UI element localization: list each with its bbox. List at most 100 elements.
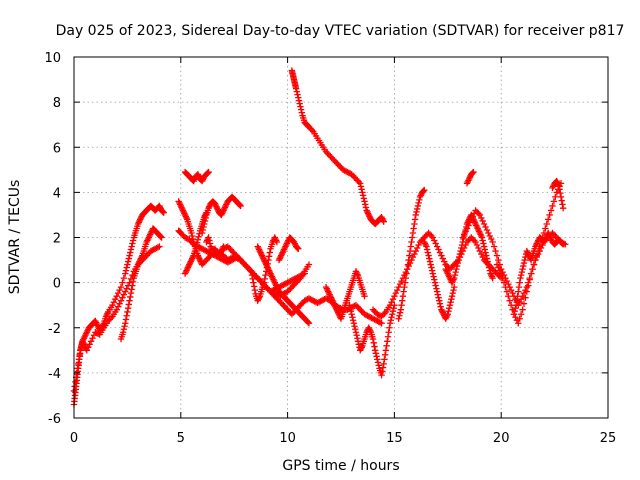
series-s24 [510,229,567,318]
data-point [479,237,486,244]
data-point [519,265,526,273]
data-point [485,229,492,237]
data-point [193,239,201,246]
plot-marks [70,67,569,408]
data-point [359,189,366,196]
data-point [552,193,559,201]
data-point [250,279,257,286]
data-point [124,258,132,265]
data-point [262,271,269,279]
data-point [401,279,409,286]
data-point [89,335,96,342]
data-point [478,250,485,258]
series-s19 [421,238,458,322]
data-point [389,308,397,315]
data-point [388,314,395,321]
data-point [514,292,521,300]
data-point [116,300,123,307]
data-point [421,186,428,194]
data-point [478,214,485,222]
data-point [453,262,461,270]
data-point [451,283,458,291]
data-point [109,301,116,309]
data-point [251,286,259,294]
data-point [122,267,130,274]
data-point [432,282,439,289]
data-point [556,186,563,193]
data-point [124,261,131,268]
data-point [352,329,360,336]
data-point [237,202,244,210]
data-point [446,301,454,309]
data-point [447,298,454,306]
data-point [388,298,395,306]
data-point [544,216,552,223]
data-point [537,244,545,252]
data-point [438,252,445,259]
data-point [83,347,91,354]
data-point [493,261,501,268]
data-point [402,274,409,282]
data-point [521,256,528,264]
data-point [425,252,432,259]
data-point [127,289,135,297]
data-point [502,283,509,291]
data-point [349,317,357,324]
data-point [517,311,525,318]
data-point [484,258,491,265]
series-s9 [203,234,227,259]
data-point [546,211,553,219]
data-point [385,329,392,336]
data-point [129,237,137,244]
data-point [547,207,555,214]
data-point [400,288,407,295]
data-point [481,246,489,253]
data-point [515,320,522,327]
data-point [273,238,281,246]
data-point [451,274,458,282]
data-point [466,219,474,226]
data-point [404,261,412,268]
data-point [431,237,438,244]
data-point [469,169,476,177]
data-point [446,304,453,312]
data-point [362,201,369,208]
data-point [455,253,463,261]
data-point [156,243,163,250]
series-s16 [346,301,398,379]
grid [74,57,608,418]
data-point [413,208,420,216]
data-point [441,258,448,265]
data-point [125,255,133,262]
data-point [505,292,512,300]
data-point [476,247,484,255]
data-point [204,169,212,177]
data-point [434,291,442,298]
data-point [490,243,498,250]
data-point [362,204,370,211]
data-point [126,297,133,304]
data-point [158,234,165,241]
data-point [300,271,307,278]
data-point [436,300,444,307]
data-point [357,183,365,190]
data-point [294,244,301,252]
data-point [383,342,390,349]
data-point [75,356,83,363]
data-point [305,320,313,327]
data-point [119,329,127,336]
data-point [518,268,526,276]
data-point [120,326,128,333]
data-point [72,378,79,386]
data-point [157,233,165,240]
data-point [526,276,533,283]
data-point [357,180,364,187]
series-s18 [395,186,428,322]
data-point [529,265,536,273]
data-point [297,103,304,110]
data-point [120,291,128,298]
data-point [458,244,465,252]
data-point [415,199,422,207]
x-tick-label: 0 [70,431,78,446]
data-point [347,304,354,312]
